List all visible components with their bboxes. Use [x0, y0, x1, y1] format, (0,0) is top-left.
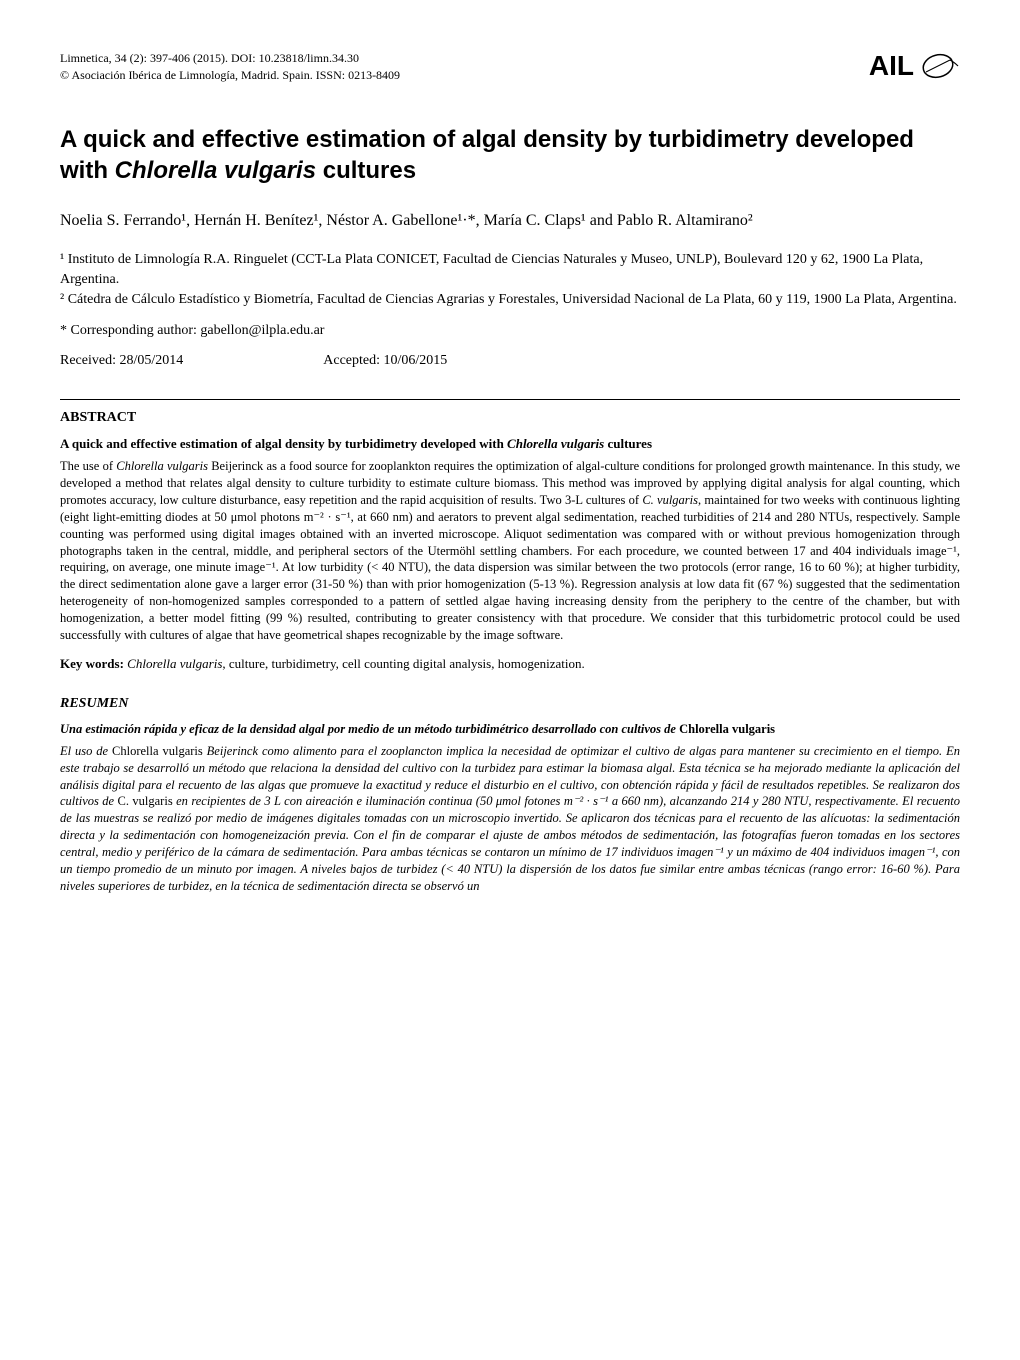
resumen-subtitle-pre: Una estimación rápida y eficaz de la den… [60, 722, 679, 736]
abstract-subtitle: A quick and effective estimation of alga… [60, 436, 960, 452]
article-title: A quick and effective estimation of alga… [60, 124, 960, 186]
abstract-body: The use of Chlorella vulgaris Beijerinck… [60, 458, 960, 644]
abstract-subtitle-post: cultures [604, 436, 652, 451]
resumen-subtitle-species: Chlorella vulgaris [679, 722, 775, 736]
abstract-subtitle-pre: A quick and effective estimation of alga… [60, 436, 507, 451]
title-part2: cultures [316, 157, 416, 184]
res-pre: El uso de [60, 744, 112, 758]
keywords-label: Key words: [60, 656, 127, 671]
affiliations: ¹ Instituto de Limnología R.A. Ringuelet… [60, 250, 960, 309]
journal-citation: Limnetica, 34 (2): 397-406 (2015). DOI: … [60, 50, 400, 67]
ail-logo: AIL [869, 50, 960, 82]
authors: Noelia S. Ferrando¹, Hernán H. Benítez¹,… [60, 210, 960, 232]
title-species: Chlorella vulgaris [115, 157, 316, 184]
keywords-rest: , culture, turbidimetry, cell counting d… [222, 656, 584, 671]
accepted-date: Accepted: 10/06/2015 [323, 353, 447, 369]
affiliation-1: ¹ Instituto de Limnología R.A. Ringuelet… [60, 250, 960, 289]
affiliation-2: ² Cátedra de Cálculo Estadístico y Biome… [60, 290, 960, 310]
resumen-body: El uso de Chlorella vulgaris Beijerinck … [60, 743, 960, 895]
corresponding-author: * Corresponding author: gabellon@ilpla.e… [60, 323, 960, 339]
journal-copyright: © Asociación Ibérica de Limnología, Madr… [60, 67, 400, 84]
res-sp2: C. vulgaris [118, 794, 173, 808]
received-date: Received: 28/05/2014 [60, 353, 183, 369]
abs-p1-pre: The use of [60, 459, 116, 473]
logo-text: AIL [869, 50, 914, 82]
resumen-subtitle: Una estimación rápida y eficaz de la den… [60, 722, 960, 737]
abs-p1-sp2: C. vulgaris [642, 493, 698, 507]
leaf-icon [920, 50, 960, 82]
journal-info: Limnetica, 34 (2): 397-406 (2015). DOI: … [60, 50, 400, 84]
abs-p1-mid2: , maintained for two weeks with continuo… [60, 493, 960, 642]
abs-p1-sp1: Chlorella vulgaris [116, 459, 208, 473]
keywords: Key words: Chlorella vulgaris, culture, … [60, 656, 960, 672]
header-row: Limnetica, 34 (2): 397-406 (2015). DOI: … [60, 50, 960, 84]
abstract-subtitle-species: Chlorella vulgaris [507, 436, 604, 451]
res-sp1: Chlorella vulgaris [112, 744, 203, 758]
resumen-heading: RESUMEN [60, 696, 960, 712]
dates-row: Received: 28/05/2014 Accepted: 10/06/201… [60, 353, 960, 369]
keywords-species: Chlorella vulgaris [127, 656, 222, 671]
divider-top [60, 399, 960, 400]
abstract-heading: ABSTRACT [60, 410, 960, 426]
res-mid2: en recipientes de 3 L con aireación e il… [60, 794, 960, 892]
